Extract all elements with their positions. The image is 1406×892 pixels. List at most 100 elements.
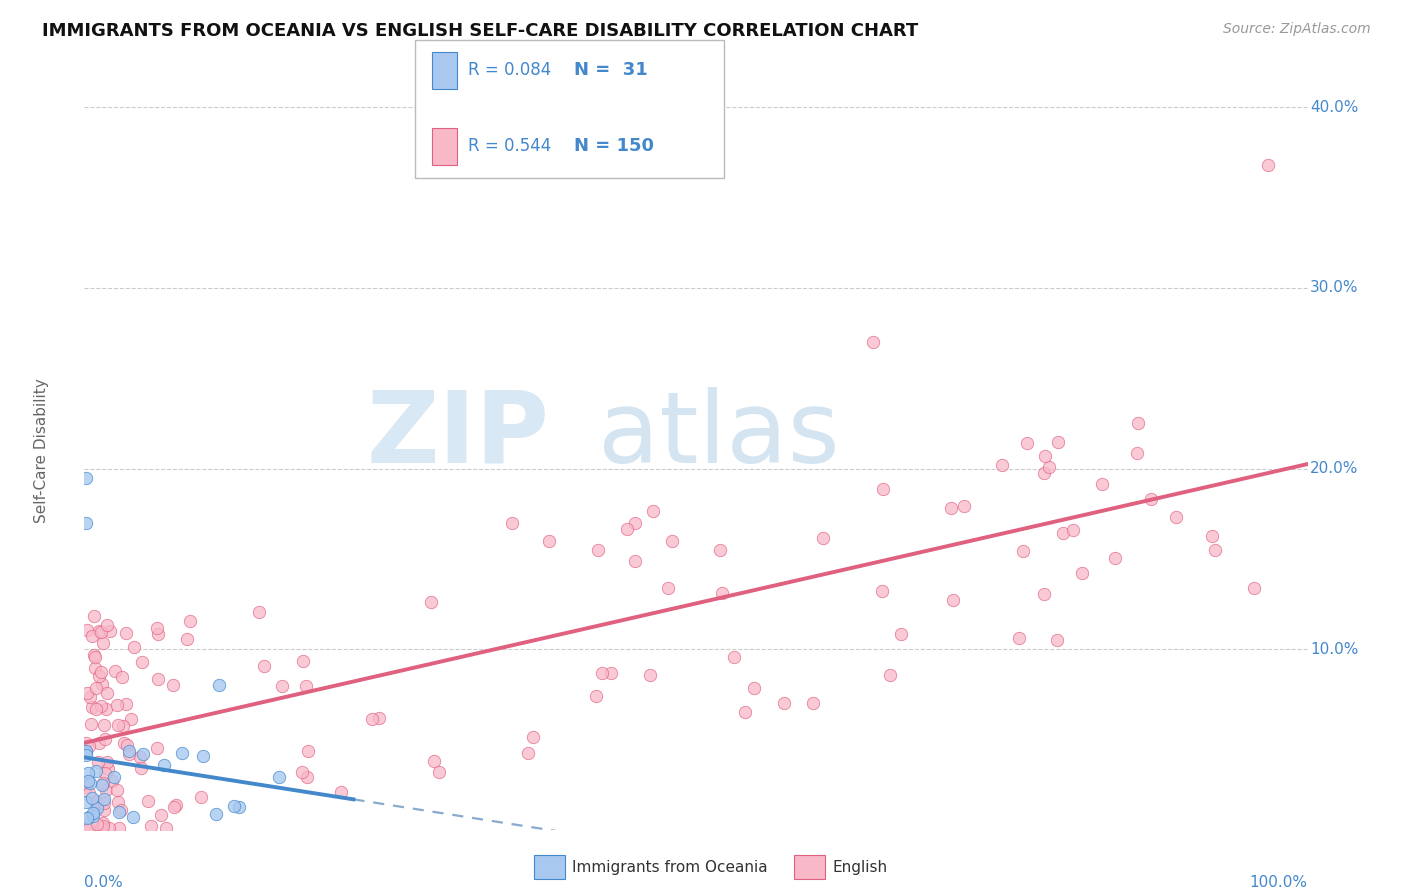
Point xyxy=(86,681,108,696)
Point xyxy=(146,627,169,641)
Point xyxy=(76,686,98,700)
Point xyxy=(107,718,129,732)
Point xyxy=(1128,417,1150,431)
Point xyxy=(110,803,132,817)
Point xyxy=(94,783,117,797)
Point xyxy=(84,702,107,716)
Point xyxy=(224,799,246,814)
Point xyxy=(87,668,110,682)
Point xyxy=(179,614,201,628)
Point xyxy=(1046,434,1069,449)
Point xyxy=(94,765,117,780)
Point xyxy=(1033,449,1056,463)
Text: R = 0.544: R = 0.544 xyxy=(468,137,551,155)
Point xyxy=(228,800,250,814)
Point xyxy=(872,583,894,598)
Point xyxy=(1038,460,1060,475)
Point xyxy=(1070,566,1092,580)
Text: 40.0%: 40.0% xyxy=(1310,100,1358,115)
Text: ZIP: ZIP xyxy=(367,387,550,483)
Point xyxy=(801,696,824,710)
Point xyxy=(91,815,114,830)
Point xyxy=(82,806,104,821)
Point xyxy=(1033,466,1056,480)
Point xyxy=(942,593,965,607)
Point xyxy=(120,712,142,726)
Point xyxy=(170,746,193,760)
Point xyxy=(657,581,679,595)
Point xyxy=(75,516,97,530)
Point xyxy=(77,765,100,780)
Point xyxy=(419,595,441,609)
Point xyxy=(83,661,105,675)
Point xyxy=(146,740,169,755)
Point xyxy=(991,458,1014,473)
Point xyxy=(82,629,104,643)
Point xyxy=(93,718,115,732)
Point xyxy=(267,770,290,784)
Point xyxy=(253,658,276,673)
Text: 10.0%: 10.0% xyxy=(1310,641,1358,657)
Point xyxy=(90,665,112,679)
Point xyxy=(361,712,384,726)
Text: N = 150: N = 150 xyxy=(574,137,654,155)
Point xyxy=(292,655,315,669)
Point xyxy=(76,623,98,637)
Point xyxy=(114,697,136,711)
Point xyxy=(155,821,177,835)
Point xyxy=(75,747,97,762)
Point xyxy=(1046,632,1069,647)
Point xyxy=(87,624,110,638)
Point xyxy=(163,800,186,814)
Point xyxy=(1201,529,1223,543)
Point xyxy=(83,648,105,662)
Point xyxy=(616,522,638,536)
Point xyxy=(75,776,97,790)
Point xyxy=(297,744,319,758)
Point xyxy=(422,754,444,768)
Point xyxy=(101,773,124,788)
Point xyxy=(600,666,623,681)
Point xyxy=(1017,436,1039,450)
Point xyxy=(104,664,127,678)
Point xyxy=(162,678,184,692)
Point xyxy=(87,797,110,811)
Point xyxy=(111,670,134,684)
Point xyxy=(1139,491,1161,506)
Point xyxy=(76,811,98,825)
Point xyxy=(103,770,125,784)
Point xyxy=(93,731,115,746)
Point xyxy=(91,677,114,691)
Point xyxy=(862,335,884,350)
Point xyxy=(75,744,97,758)
Point xyxy=(132,747,155,761)
Point xyxy=(122,810,145,824)
Point xyxy=(114,626,136,640)
Point xyxy=(76,774,98,789)
Text: English: English xyxy=(832,860,887,874)
Point xyxy=(98,624,121,638)
Point xyxy=(76,821,98,835)
Text: 100.0%: 100.0% xyxy=(1250,875,1308,889)
Point xyxy=(115,738,138,752)
Point xyxy=(1008,631,1031,645)
Point xyxy=(145,621,167,635)
Point xyxy=(1257,158,1279,172)
Point xyxy=(368,711,391,725)
Text: N =  31: N = 31 xyxy=(574,62,647,79)
Point xyxy=(522,730,544,744)
Text: 20.0%: 20.0% xyxy=(1310,461,1358,476)
Point xyxy=(146,673,169,687)
Point xyxy=(890,627,912,641)
Point xyxy=(93,819,115,833)
Point xyxy=(91,776,114,790)
Point xyxy=(1011,543,1033,558)
Point xyxy=(87,736,110,750)
Point xyxy=(1243,581,1265,595)
Point xyxy=(96,617,118,632)
Point xyxy=(586,542,609,557)
Point xyxy=(129,761,152,775)
Point xyxy=(1033,587,1056,601)
Point xyxy=(153,757,176,772)
Point xyxy=(75,795,97,809)
